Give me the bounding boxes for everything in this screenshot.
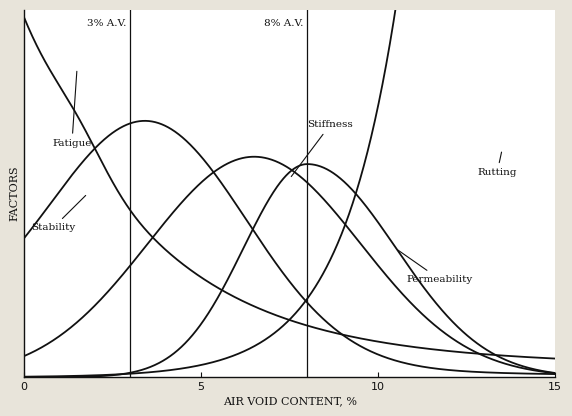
Y-axis label: FACTORS: FACTORS <box>10 166 19 221</box>
X-axis label: AIR VOID CONTENT, %: AIR VOID CONTENT, % <box>223 396 356 406</box>
Text: 3% A.V.: 3% A.V. <box>88 19 126 28</box>
Text: 8% A.V.: 8% A.V. <box>264 19 304 28</box>
Text: Permeability: Permeability <box>398 250 472 284</box>
Text: Stiffness: Stiffness <box>291 120 353 176</box>
Text: Rutting: Rutting <box>478 152 517 177</box>
Text: Fatigue: Fatigue <box>52 71 92 148</box>
Text: Stability: Stability <box>31 196 86 232</box>
